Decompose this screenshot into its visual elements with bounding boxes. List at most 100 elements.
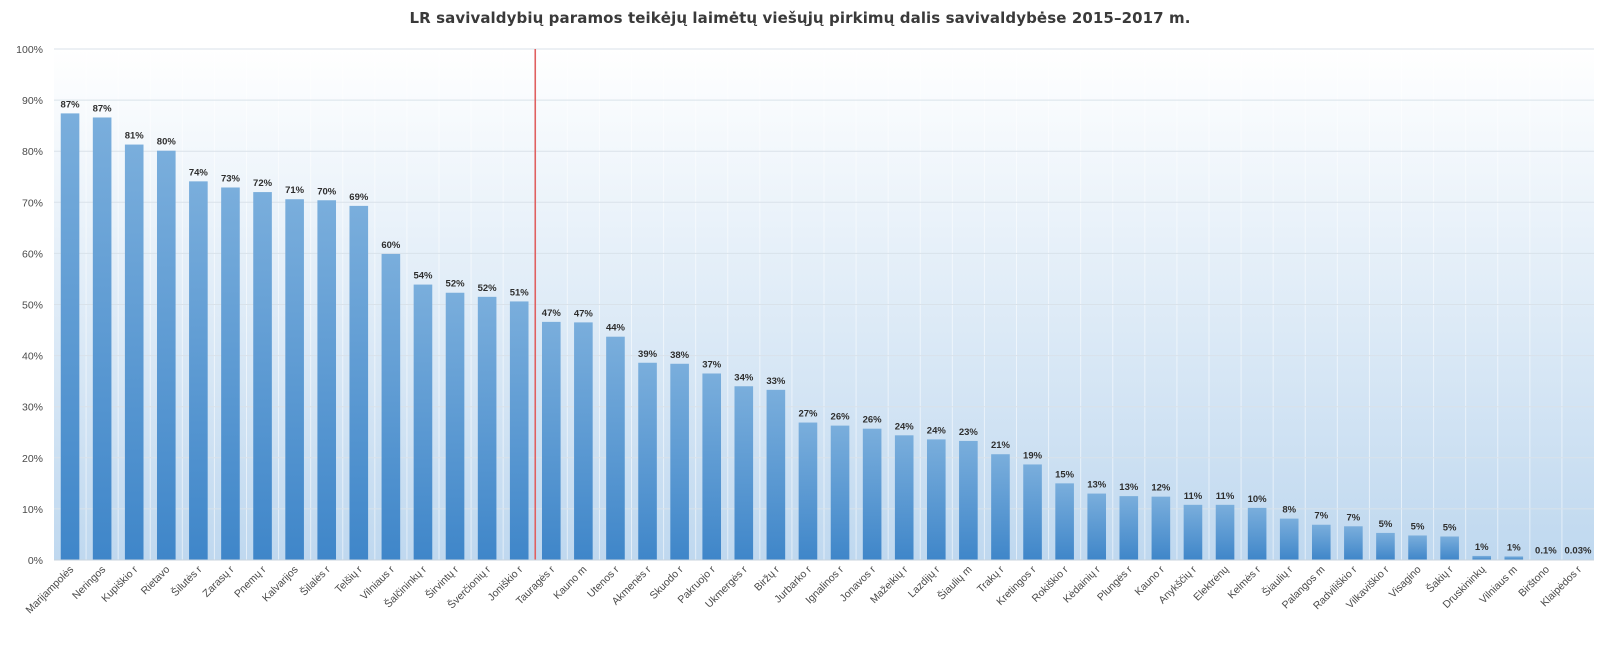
data-label: 11% xyxy=(1184,491,1203,502)
data-label: 13% xyxy=(1119,482,1139,493)
data-label: 12% xyxy=(1151,483,1171,494)
data-label: 70% xyxy=(317,186,337,197)
data-label: 1% xyxy=(1507,542,1521,553)
data-label: 0.1% xyxy=(1535,545,1557,556)
category-label: Zarasų r xyxy=(200,563,236,599)
data-label: 47% xyxy=(574,308,594,319)
bar xyxy=(413,284,433,560)
data-label: 44% xyxy=(606,323,626,334)
bar xyxy=(317,200,337,561)
bar xyxy=(1472,555,1492,560)
bar xyxy=(1055,483,1074,560)
data-label: 10% xyxy=(1248,494,1268,505)
data-label: 37% xyxy=(702,359,722,370)
data-label: 54% xyxy=(413,271,433,282)
bar xyxy=(926,439,946,560)
data-label: 5% xyxy=(1379,519,1393,530)
bar xyxy=(445,292,465,560)
data-label: 87% xyxy=(93,103,113,114)
category-label: Biržų r xyxy=(752,563,782,593)
chart-title: LR savivaldybių paramos teikėjų laimėtų … xyxy=(409,9,1191,27)
bar xyxy=(381,253,401,560)
bar xyxy=(60,113,80,561)
bar xyxy=(574,322,593,560)
data-label: 19% xyxy=(1023,450,1043,461)
data-label: 74% xyxy=(189,167,209,178)
bar xyxy=(1247,507,1267,560)
category-label: Plungės r xyxy=(1095,563,1135,603)
bar xyxy=(1376,532,1395,560)
bar xyxy=(253,192,272,560)
data-label: 13% xyxy=(1087,480,1107,491)
bar xyxy=(1087,493,1107,560)
bar xyxy=(477,296,497,560)
data-label: 72% xyxy=(253,178,273,189)
data-label: 8% xyxy=(1282,505,1296,516)
bar xyxy=(1119,496,1139,560)
bar xyxy=(1408,535,1427,560)
bar xyxy=(1151,496,1171,560)
category-label: Kelmės r xyxy=(1225,563,1263,601)
data-label: 26% xyxy=(831,412,851,423)
category-label: Šakių r xyxy=(1423,563,1456,596)
y-tick-label: 60% xyxy=(22,248,43,260)
bar xyxy=(1311,524,1331,560)
data-label: 0.03% xyxy=(1564,546,1591,557)
y-tick-label: 40% xyxy=(22,351,43,363)
data-label: 39% xyxy=(638,349,658,360)
bar xyxy=(1215,504,1235,560)
data-label: 51% xyxy=(510,287,530,298)
data-label: 23% xyxy=(959,427,979,438)
category-label: Šilutės r xyxy=(168,563,204,599)
data-label: 26% xyxy=(863,415,883,426)
data-label: 24% xyxy=(927,425,947,436)
data-label: 5% xyxy=(1411,521,1425,532)
data-label: 33% xyxy=(766,376,786,387)
data-label: 7% xyxy=(1314,511,1328,522)
bar xyxy=(1440,536,1459,560)
y-tick-label: 90% xyxy=(22,95,43,107)
bar xyxy=(509,301,529,560)
y-tick-label: 30% xyxy=(22,402,43,414)
category-label: Marijampolės xyxy=(24,564,77,617)
bar xyxy=(1504,556,1524,560)
data-label: 1% xyxy=(1475,542,1489,553)
data-label: 15% xyxy=(1055,469,1075,480)
bar xyxy=(285,199,304,560)
y-tick-label: 70% xyxy=(22,197,43,209)
bar xyxy=(862,428,882,560)
y-tick-label: 80% xyxy=(22,146,43,158)
bar xyxy=(766,389,786,560)
bar xyxy=(156,150,176,560)
data-label: 27% xyxy=(798,409,818,420)
bar xyxy=(894,435,914,560)
category-label: Rietavo xyxy=(139,564,173,598)
category-label: Šilalės r xyxy=(297,563,333,599)
bar xyxy=(92,117,112,560)
data-label: 60% xyxy=(381,240,401,251)
data-label: 38% xyxy=(670,350,690,361)
bar xyxy=(670,363,689,560)
bar xyxy=(1279,518,1299,560)
bar xyxy=(606,336,625,560)
bar xyxy=(1344,526,1363,560)
y-tick-label: 10% xyxy=(22,504,43,516)
data-label: 24% xyxy=(895,421,915,432)
bar xyxy=(1023,464,1042,560)
data-label: 47% xyxy=(542,308,562,319)
bar xyxy=(1183,504,1203,560)
bar xyxy=(702,373,722,560)
data-label: 80% xyxy=(157,137,177,148)
data-label: 5% xyxy=(1443,522,1457,533)
data-label: 7% xyxy=(1347,512,1361,523)
category-label: Šiaulių m xyxy=(935,563,975,603)
bar xyxy=(189,181,208,560)
bar xyxy=(798,422,818,560)
y-tick-label: 50% xyxy=(22,300,43,312)
bar xyxy=(124,144,144,560)
bar xyxy=(541,321,561,560)
data-label: 71% xyxy=(285,185,305,196)
data-label: 81% xyxy=(125,131,145,142)
